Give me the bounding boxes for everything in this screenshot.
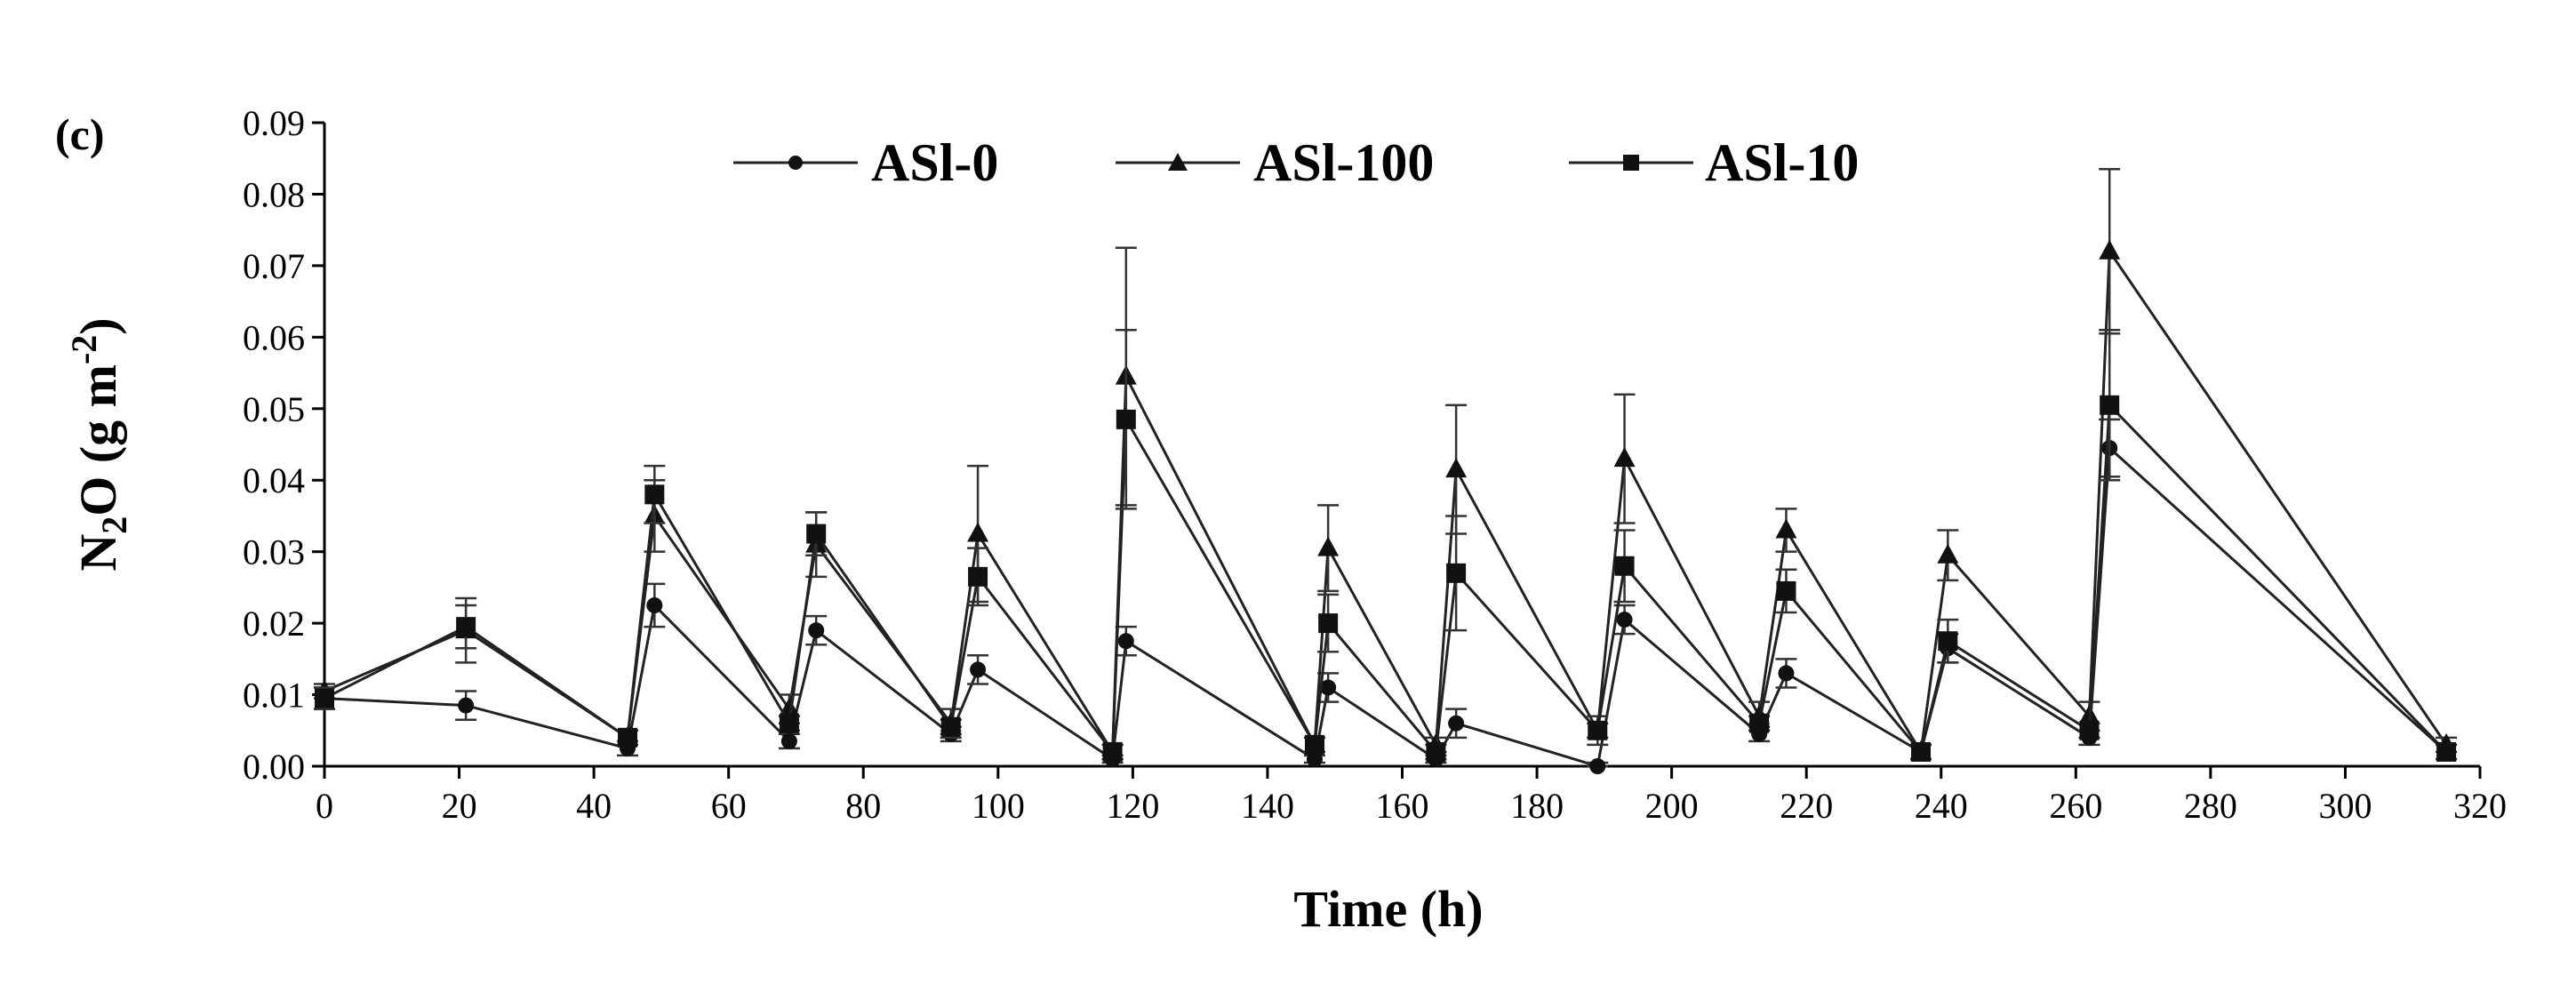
data-point: [1318, 613, 1339, 634]
data-point: [2079, 720, 2100, 740]
data-point: [806, 524, 827, 544]
data-point: [1937, 543, 1959, 564]
x-tick-label: 40: [576, 786, 612, 826]
y-tick-label: 0.08: [243, 174, 305, 214]
data-point: [1117, 633, 1134, 650]
data-point: [1589, 758, 1606, 774]
data-point: [779, 713, 799, 733]
x-tick-label: 100: [972, 786, 1025, 826]
data-point: [1317, 536, 1340, 556]
y-tick-label: 0.03: [243, 532, 305, 572]
x-tick-label: 160: [1376, 786, 1429, 826]
x-tick-label: 240: [1915, 786, 1968, 826]
y-axis-title-mid: O (g m: [69, 364, 127, 516]
legend-label-asl-10: ASl-10: [1705, 133, 1859, 192]
data-point: [456, 617, 476, 637]
legend-label-asl-0: ASl-0: [871, 133, 998, 192]
data-point: [1102, 741, 1123, 762]
data-point: [1446, 563, 1467, 583]
y-tick-label: 0.00: [243, 747, 305, 787]
legend-marker-asl-100: [1168, 153, 1188, 171]
legend-marker-asl-0: [788, 156, 803, 170]
y-axis-title: N2O (g m-2): [64, 317, 134, 571]
x-tick-label: 180: [1510, 786, 1564, 826]
y-axis-title-sup: -2: [64, 335, 104, 364]
y-tick-label: 0.06: [243, 317, 305, 357]
x-tick-label: 320: [2453, 786, 2507, 826]
legend-item-asl-100: ASl-100: [1116, 133, 1434, 192]
data-point: [970, 661, 987, 678]
panel-label: (c): [55, 109, 105, 159]
axes: 0.00 0.01 0.02 0.03 0.04 0.05 0.06 0.07 0.08 0.09…: [243, 103, 2507, 826]
data-point: [315, 688, 334, 708]
x-tick-label: 80: [845, 786, 881, 826]
x-tick-label: 0: [316, 786, 333, 826]
x-tick-label: 260: [2049, 786, 2102, 826]
y-tick-label: 0.05: [243, 389, 305, 429]
y-axis-title-end: ): [69, 317, 127, 334]
x-tick-label: 120: [1106, 786, 1159, 826]
legend-item-asl-10: ASl-10: [1569, 133, 1859, 192]
series-asl-0: [314, 418, 2458, 774]
data-point: [458, 697, 475, 714]
data-point: [1749, 713, 1770, 733]
data-point: [1613, 447, 1636, 468]
y-tick-label: 0.07: [243, 246, 305, 286]
y-axis-title-n: N: [69, 534, 127, 572]
legend-label-asl-100: ASl-100: [1253, 133, 1434, 192]
data-point: [808, 622, 825, 639]
data-point: [968, 566, 988, 587]
x-tick-label: 200: [1645, 786, 1699, 826]
data-point: [1306, 750, 1323, 767]
data-point: [1778, 665, 1795, 682]
data-point: [1448, 715, 1465, 732]
series-line-asl-100: [324, 247, 2448, 756]
y-tick-label: 0.01: [243, 676, 305, 716]
data-point: [1116, 409, 1136, 429]
y-tick-label: 0.02: [243, 604, 305, 644]
data-point: [1426, 741, 1446, 762]
x-tick-label: 140: [1241, 786, 1294, 826]
y-tick-label: 0.04: [243, 460, 305, 500]
data-point: [1775, 518, 1797, 539]
data-point: [967, 522, 989, 542]
x-axis-title: Time (h): [1293, 880, 1483, 938]
data-point: [646, 597, 663, 613]
data-point: [1938, 631, 1958, 652]
data-point: [2436, 741, 2457, 762]
data-point: [1320, 679, 1337, 696]
data-point: [618, 727, 638, 748]
data-point: [1616, 612, 1633, 628]
data-point: [1445, 458, 1468, 478]
data-point: [1588, 720, 1608, 740]
data-point: [2100, 395, 2120, 415]
x-tick-label: 220: [1780, 786, 1833, 826]
series-line-asl-10: [324, 402, 2448, 756]
x-tick-label: 300: [2318, 786, 2372, 826]
x-tick-label: 20: [442, 786, 477, 826]
data-point: [940, 716, 961, 737]
y-axis-title-sub: 2: [94, 516, 134, 534]
data-point: [780, 732, 797, 749]
data-point: [644, 484, 665, 505]
x-tick-label: 60: [711, 786, 747, 826]
y-tick-label: 0.09: [243, 103, 305, 143]
x-tick-label: 280: [2184, 786, 2237, 826]
legend: ASl-0 ASl-100 ASl-10: [733, 133, 1859, 192]
legend-item-asl-0: ASl-0: [733, 133, 998, 192]
series-layer: [314, 168, 2458, 774]
series-asl-10: [314, 329, 2458, 762]
legend-marker-asl-10: [1623, 155, 1639, 171]
data-point: [1304, 734, 1324, 755]
data-point: [1776, 580, 1796, 601]
data-point: [1911, 741, 1932, 762]
data-point: [1614, 556, 1635, 576]
data-point: [2099, 239, 2121, 260]
